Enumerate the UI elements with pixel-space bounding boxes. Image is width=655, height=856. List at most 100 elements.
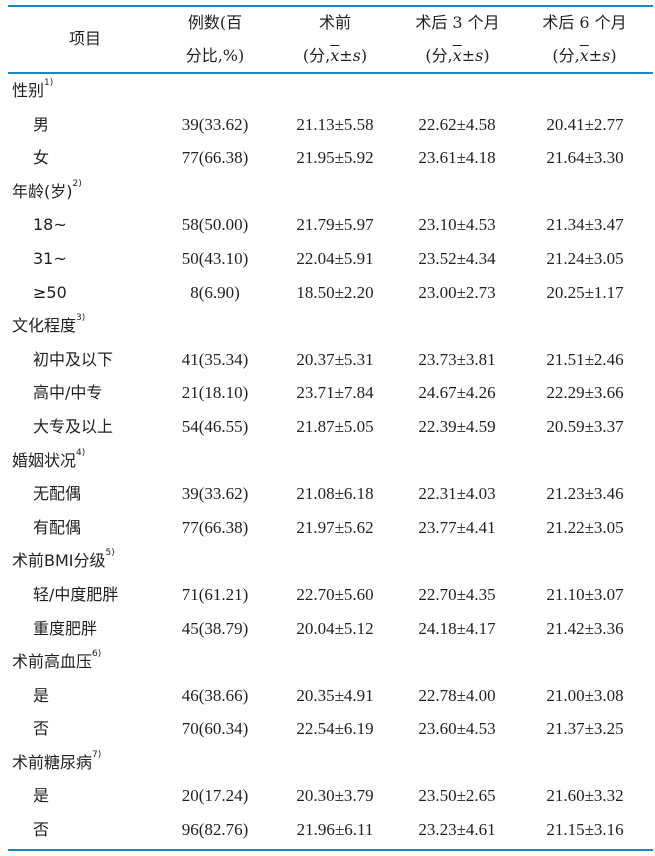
- row-label: 是: [33, 679, 49, 713]
- count-cell: 70(60.34): [181, 719, 249, 739]
- 6-month-cell: 21.64±3.30: [546, 148, 624, 168]
- 6-month-cell: 21.37±3.25: [546, 719, 624, 739]
- 3-month-cell: 23.77±4.41: [418, 517, 496, 537]
- 3-month-cell: 22.31±4.03: [418, 484, 496, 504]
- header-pre-unit: (分,x±s): [302, 46, 368, 65]
- header-3m-unit: (分,x±s): [425, 46, 490, 65]
- table-row: 有配偶 77(66.38) 21.97±5.62 23.77±4.41 21.22±3.…: [0, 511, 655, 545]
- table-row: 大专及以上 54(46.55) 21.87±5.05 22.39±4.59 20.59±…: [0, 410, 655, 444]
- 3-month-cell: 23.73±3.81: [418, 349, 496, 369]
- count-cell: 20(17.24): [181, 786, 249, 806]
- row-label: 否: [33, 813, 49, 847]
- pre-op-cell: 20.30±3.79: [296, 786, 374, 806]
- 3-month-cell: 23.52±4.34: [418, 248, 496, 268]
- footnote-marker: 7): [92, 749, 102, 760]
- table-header: 项目 例数(百 分比,%) 术前 (分,x±s) 术后 3 个月 (分,x±s)…: [0, 6, 655, 72]
- group-row: 年龄(岁)2): [0, 175, 655, 209]
- count-cell: 50(43.10): [181, 248, 249, 268]
- count-cell: 39(33.62): [181, 484, 249, 504]
- row-label: 婚姻状况4): [12, 444, 85, 478]
- row-label: 年龄(岁)2): [12, 175, 82, 209]
- row-label-text: 无配偶: [33, 484, 82, 504]
- group-row: 婚姻状况4): [0, 444, 655, 478]
- row-label-text: 是: [33, 786, 50, 806]
- table-row: 是 20(17.24) 20.30±3.79 23.50±2.65 21.60±3.32: [0, 779, 655, 813]
- 6-month-cell: 20.59±3.37: [546, 416, 624, 436]
- 3-month-cell: 22.39±4.59: [418, 416, 496, 436]
- table-row: 是 46(38.66) 20.35±4.91 22.78±4.00 21.00±3.08: [0, 679, 655, 713]
- 6-month-cell: 21.51±2.46: [546, 349, 624, 369]
- footnote-marker: 3): [76, 313, 86, 324]
- header-6m-unit: (分,x±s): [552, 46, 617, 65]
- row-label: 术前糖尿病7): [12, 746, 101, 780]
- table-row: 否 70(60.34) 22.54±6.19 23.60±4.53 21.37±3.25: [0, 712, 655, 746]
- row-label: 文化程度3): [12, 309, 85, 343]
- header-6m-label: 术后 6 个月: [542, 13, 627, 32]
- row-label-text: 男: [33, 114, 50, 134]
- row-label: 否: [33, 712, 49, 746]
- 6-month-cell: 20.25±1.17: [546, 282, 624, 302]
- pre-op-cell: 20.04±5.12: [296, 618, 374, 638]
- 3-month-cell: 23.10±4.53: [418, 215, 496, 235]
- group-row: 文化程度3): [0, 309, 655, 343]
- pre-op-cell: 20.35±4.91: [296, 685, 374, 705]
- table-row: 男 39(33.62) 21.13±5.58 22.62±4.58 20.41±2.77: [0, 108, 655, 142]
- footnote-marker: 4): [76, 447, 86, 458]
- row-label-text: 婚姻状况: [12, 450, 77, 470]
- row-label-text: 大专及以上: [33, 416, 114, 436]
- row-label-text: 术前糖尿病: [12, 752, 93, 772]
- 3-month-cell: 23.60±4.53: [418, 719, 496, 739]
- row-label: 有配偶: [33, 511, 81, 545]
- 6-month-cell: 21.00±3.08: [546, 685, 624, 705]
- pre-op-cell: 21.87±5.05: [296, 416, 374, 436]
- row-label-text: 31~: [33, 248, 67, 268]
- table-row: 重度肥胖 45(38.79) 20.04±5.12 24.18±4.17 21.42±3…: [0, 612, 655, 646]
- row-label: 男: [33, 108, 49, 142]
- row-label-text: 女: [33, 148, 50, 168]
- count-cell: 45(38.79): [181, 618, 249, 638]
- row-label-text: ≥50: [33, 282, 67, 302]
- row-label: 术前高血压6): [12, 645, 101, 679]
- table-row: ≥50 8(6.90) 18.50±2.20 23.00±2.73 20.25±1.17: [0, 276, 655, 310]
- count-cell: 41(35.34): [181, 349, 249, 369]
- 6-month-cell: 21.15±3.16: [546, 820, 624, 840]
- 6-month-cell: 21.10±3.07: [546, 584, 624, 604]
- table-row: 31~ 50(43.10) 22.04±5.91 23.52±4.34 21.24±3.…: [0, 242, 655, 276]
- row-label: ≥50: [33, 276, 67, 310]
- 3-month-cell: 23.50±2.65: [418, 786, 496, 806]
- header-rule: [8, 72, 653, 74]
- header-count-line1: 例数(百: [187, 13, 243, 32]
- pre-op-cell: 22.04±5.91: [296, 248, 374, 268]
- count-cell: 8(6.90): [190, 282, 240, 302]
- row-label: 31~: [33, 242, 67, 276]
- 6-month-cell: 21.60±3.32: [546, 786, 624, 806]
- table-row: 18~ 58(50.00) 21.79±5.97 23.10±4.53 21.34±3.…: [0, 208, 655, 242]
- pre-op-cell: 21.08±6.18: [296, 484, 374, 504]
- bottom-rule: [8, 849, 653, 851]
- pre-op-cell: 21.79±5.97: [296, 215, 374, 235]
- footnote-marker: 5): [105, 548, 115, 559]
- 6-month-cell: 21.34±3.47: [546, 215, 624, 235]
- row-label-text: 18~: [33, 215, 67, 235]
- table-row: 初中及以下 41(35.34) 20.37±5.31 23.73±3.81 21.51±…: [0, 343, 655, 377]
- count-cell: 58(50.00): [181, 215, 249, 235]
- 6-month-cell: 21.23±3.46: [546, 484, 624, 504]
- count-cell: 96(82.76): [181, 820, 249, 840]
- row-label: 性别1): [12, 74, 53, 108]
- pre-op-cell: 21.13±5.58: [296, 114, 374, 134]
- 3-month-cell: 23.00±2.73: [418, 282, 496, 302]
- pre-op-cell: 22.70±5.60: [296, 584, 374, 604]
- 3-month-cell: 24.18±4.17: [418, 618, 496, 638]
- row-label-text: 性别: [12, 81, 45, 100]
- count-cell: 46(38.66): [181, 685, 249, 705]
- header-item: 项目: [68, 29, 101, 48]
- row-label: 术前BMI分级5): [12, 544, 115, 578]
- top-rule: [8, 5, 653, 7]
- 6-month-cell: 21.42±3.36: [546, 618, 624, 638]
- table-row: 轻/中度肥胖 71(61.21) 22.70±5.60 22.70±4.35 21.10…: [0, 578, 655, 612]
- row-label-text: 有配偶: [33, 517, 82, 537]
- table-body: 性别1) 男 39(33.62) 21.13±5.58 22.62±4.58 20.41±…: [0, 74, 655, 847]
- count-cell: 71(61.21): [181, 584, 249, 604]
- row-label-text: 高中/中专: [33, 383, 103, 403]
- pre-op-cell: 21.97±5.62: [296, 517, 374, 537]
